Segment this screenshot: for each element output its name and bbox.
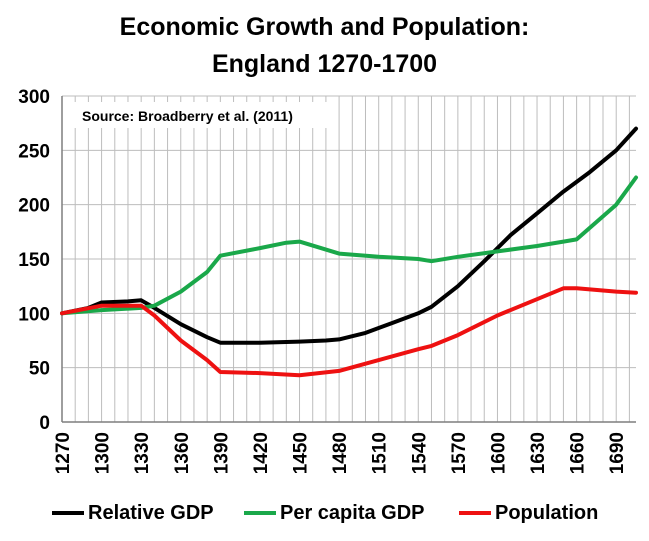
x-tick-label: 1480 — [330, 432, 351, 474]
x-tick-label: 1630 — [528, 432, 549, 474]
legend-swatch — [244, 511, 276, 515]
legend-label: Relative GDP — [88, 501, 214, 524]
series-line-per-capita-gdp — [60, 175, 638, 316]
x-tick-label: 1690 — [607, 432, 628, 474]
legend-item: Population — [459, 498, 598, 528]
series-line-population — [60, 286, 638, 378]
annotation-background — [72, 102, 330, 128]
legend-item: Per capita GDP — [244, 498, 425, 528]
legend-label: Per capita GDP — [280, 501, 425, 524]
x-tick-label: 1660 — [568, 432, 589, 474]
legend-swatch — [52, 511, 84, 515]
x-tick-label: 1270 — [53, 432, 74, 474]
x-tick-label: 1330 — [132, 432, 153, 474]
grid — [62, 95, 636, 423]
chart-title-line-1: Economic Growth and Population: — [119, 13, 530, 41]
x-tick-label: 1390 — [211, 432, 232, 474]
y-tick-label: 0 — [39, 413, 50, 434]
series-line-relative-gdp — [60, 126, 638, 345]
tick-labels: 0 50 100 150 200 250 300 1270 1300 1330 1360 1390 14… — [18, 87, 628, 474]
y-tick-label: 250 — [18, 141, 50, 162]
x-tick-label: 1540 — [409, 432, 430, 474]
y-tick-label: 100 — [18, 304, 50, 325]
x-tick-label: 1570 — [449, 432, 470, 474]
legend: Relative GDP Per capita GDP Population — [0, 498, 649, 528]
chart-title-line-2: England 1270-1700 — [211, 50, 438, 78]
y-tick-label: 50 — [29, 359, 50, 380]
series-lines — [60, 126, 638, 378]
y-tick-label: 200 — [18, 196, 50, 217]
y-tick-label: 150 — [18, 250, 50, 271]
legend-swatch — [459, 511, 491, 515]
x-tick-label: 1450 — [291, 432, 312, 474]
x-tick-label: 1300 — [93, 432, 114, 474]
x-tick-label: 1360 — [172, 432, 193, 474]
y-tick-label: 300 — [18, 87, 50, 108]
annotation-box: Source: Broadberry et al. (2011) — [72, 102, 330, 128]
source-annotation: Source: Broadberry et al. (2011) — [82, 108, 293, 124]
axes — [61, 96, 636, 423]
legend-label: Population — [495, 501, 599, 524]
x-tick-label: 1420 — [251, 432, 272, 474]
x-tick-label: 1600 — [488, 432, 509, 474]
x-tick-label: 1510 — [370, 432, 391, 474]
legend-item: Relative GDP — [52, 498, 214, 528]
